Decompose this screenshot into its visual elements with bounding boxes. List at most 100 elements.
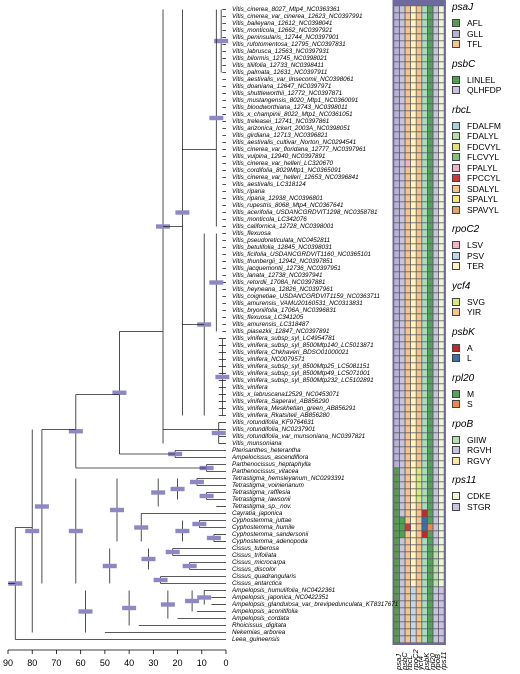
legend-state-label: SPAVYL	[467, 204, 499, 215]
matrix-cell	[438, 40, 445, 48]
matrix-cell	[427, 502, 434, 510]
matrix-cell	[421, 523, 428, 531]
matrix-cell	[427, 439, 434, 447]
matrix-cell	[399, 110, 406, 118]
taxon-label: Vitis_vulpina_12940_NC0397891	[232, 153, 326, 160]
matrix-cell	[421, 509, 428, 517]
matrix-cell	[416, 509, 422, 517]
matrix-cell	[405, 229, 411, 237]
taxon-label: Ampelopsis_cordata	[232, 615, 290, 622]
taxon-label: Cissus_quadrangularis	[232, 573, 297, 580]
legend-swatch	[452, 435, 460, 444]
matrix-cell	[438, 131, 445, 139]
matrix-cell	[427, 376, 434, 384]
matrix-cell	[438, 145, 445, 153]
matrix-cell	[427, 292, 434, 300]
matrix-cell	[416, 572, 422, 580]
matrix-cell	[416, 19, 422, 27]
matrix-cell	[427, 19, 434, 27]
matrix-cell	[421, 607, 428, 615]
matrix-cell	[433, 103, 439, 111]
matrix-cell	[427, 278, 434, 286]
matrix-cell	[393, 621, 400, 629]
matrix-cell	[416, 390, 422, 398]
matrix-cell	[410, 215, 417, 223]
matrix-cell	[421, 215, 428, 223]
matrix-cell	[399, 166, 406, 174]
matrix-cell	[416, 222, 422, 230]
matrix-cell	[410, 446, 417, 454]
matrix-cell	[438, 68, 445, 76]
matrix-cell	[433, 313, 439, 321]
matrix-cell	[405, 502, 411, 510]
matrix-cell	[405, 397, 411, 405]
matrix-cell	[433, 222, 439, 230]
matrix-cell	[438, 439, 445, 447]
legend-state-label: S	[467, 399, 473, 409]
matrix-cell	[416, 495, 422, 503]
matrix-cell	[433, 488, 439, 496]
matrix-cell	[405, 369, 411, 377]
matrix-cell	[410, 334, 417, 342]
matrix-cell	[421, 621, 428, 629]
legend-swatch	[452, 142, 460, 151]
matrix-cell	[393, 131, 400, 139]
matrix-cell	[405, 320, 411, 328]
matrix-cell	[410, 40, 417, 48]
matrix-cell	[416, 488, 422, 496]
matrix-cell	[427, 243, 434, 251]
matrix-cell	[405, 488, 411, 496]
matrix-cell	[438, 460, 445, 468]
matrix-cell	[421, 208, 428, 216]
taxon-label: Vitis_betulifolia_12845_NC0398031	[232, 244, 333, 251]
legend-swatch	[452, 163, 460, 172]
matrix-cell	[393, 61, 400, 69]
legend-swatch	[452, 205, 460, 214]
matrix-cell	[438, 537, 445, 545]
matrix-cell	[421, 397, 428, 405]
matrix-cell	[399, 614, 406, 622]
matrix-cell	[421, 299, 428, 307]
matrix-cell	[410, 509, 417, 517]
matrix-cell	[410, 5, 417, 13]
matrix-cell	[421, 362, 428, 370]
matrix-cell	[427, 124, 434, 132]
matrix-cell	[416, 327, 422, 335]
matrix-cell	[427, 61, 434, 69]
matrix-cell	[438, 152, 445, 160]
matrix-cell	[393, 75, 400, 83]
matrix-cell	[416, 68, 422, 76]
matrix-cell	[410, 145, 417, 153]
node-age-bar	[141, 556, 156, 562]
matrix-cell	[410, 432, 417, 440]
matrix-cell	[399, 593, 406, 601]
matrix-cell	[421, 551, 428, 559]
matrix-cell	[438, 236, 445, 244]
matrix-cell	[416, 635, 422, 643]
matrix-cell	[416, 586, 422, 594]
matrix-cell	[410, 537, 417, 545]
matrix-cell	[416, 89, 422, 97]
matrix-cell	[433, 544, 439, 552]
taxon-label: Vitis_pseudoreticulata_NC0452811	[232, 237, 331, 244]
matrix-cell	[433, 628, 439, 636]
matrix-cell	[399, 257, 406, 265]
taxon-label: Vitis_tiliifolia_12733_NC0398411	[232, 62, 324, 69]
legend-swatch	[452, 29, 460, 38]
matrix-cell	[410, 523, 417, 531]
matrix-cell	[438, 572, 445, 580]
matrix-cell	[393, 383, 400, 391]
matrix-cell	[405, 586, 411, 594]
matrix-cell	[399, 285, 406, 293]
matrix-cell	[427, 327, 434, 335]
matrix-cell	[427, 110, 434, 118]
matrix-cell	[438, 229, 445, 237]
matrix-cell	[405, 411, 411, 419]
matrix-cell	[421, 446, 428, 454]
taxon-label: Ampelopsis_glandulosa_var_brevipeduncula…	[232, 601, 399, 608]
matrix-cell	[405, 215, 411, 223]
taxon-label: Vitis_vinifera_subsp_syl_8500Mtp140_LC50…	[232, 342, 374, 349]
matrix-cell	[393, 404, 400, 412]
node-age-bar	[209, 115, 224, 121]
matrix-cell	[421, 180, 428, 188]
